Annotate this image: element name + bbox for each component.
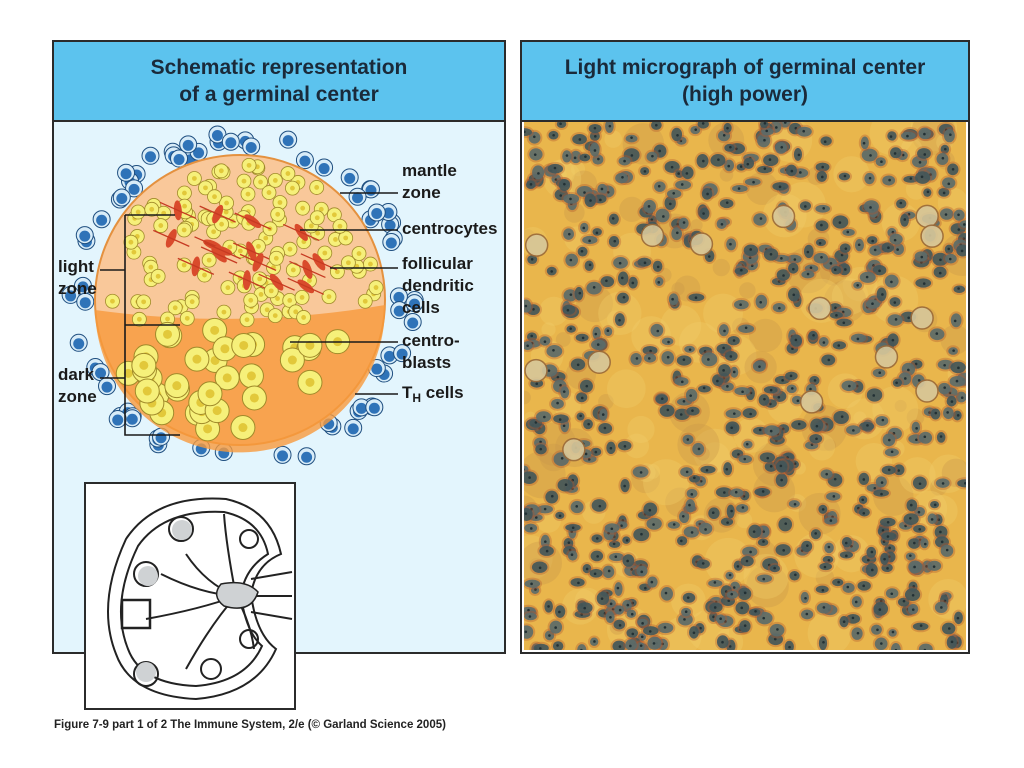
micrograph-panel: Light micrograph of germinal center (hig… [520, 40, 970, 654]
micrograph-title-line1: Light micrograph of germinal center [564, 56, 926, 79]
label-light-line2: zone [58, 279, 97, 298]
micrograph-image [524, 122, 966, 650]
figure-caption: Figure 7-9 part 1 of 2 The Immune System… [54, 719, 446, 731]
label-mantle-line1: mantle [402, 161, 457, 180]
micrograph-panel-header: Light micrograph of germinal center (hig… [522, 42, 968, 122]
lymph-node-outline-icon [107, 497, 293, 701]
germinal-center-illustration [61, 125, 424, 466]
label-light-line1: light [58, 257, 94, 276]
schematic-title-line2: of a germinal center [179, 83, 379, 106]
label-centroblasts: centro- blasts [402, 330, 460, 374]
label-fdc-line1: follicular [402, 254, 473, 273]
schematic-title-line1: Schematic representation [150, 56, 408, 79]
lymph-node-inset [84, 482, 296, 710]
micrograph-title-line2: (high power) [682, 83, 808, 106]
germinal-center-micrograph [524, 122, 966, 650]
label-mantle-line2: zone [402, 183, 441, 202]
label-fdc-line3: cells [402, 298, 440, 317]
inset-highlight-box [120, 598, 152, 630]
label-fdc-line2: dendritic [402, 276, 474, 295]
label-leader-lines [100, 192, 398, 436]
label-centroblasts-line1: centro- [402, 331, 460, 350]
schematic-panel-header: Schematic representation of a germinal c… [54, 42, 504, 122]
label-centroblasts-line2: blasts [402, 353, 452, 372]
label-th-subscript: H [412, 391, 422, 405]
label-th-letter: T [402, 383, 413, 402]
label-centrocytes: centrocytes [402, 219, 498, 238]
label-follicular-dendritic-cells: follicular dendritic cells [402, 253, 474, 319]
label-mantle-zone: mantle zone [402, 160, 457, 204]
label-dark-line2: zone [58, 387, 97, 406]
label-light-zone: light zone [58, 256, 97, 300]
label-th-cells: TH cells [402, 382, 464, 409]
label-th-rest: cells [421, 383, 464, 402]
label-dark-line1: dark [58, 365, 94, 384]
label-dark-zone: dark zone [58, 364, 97, 408]
